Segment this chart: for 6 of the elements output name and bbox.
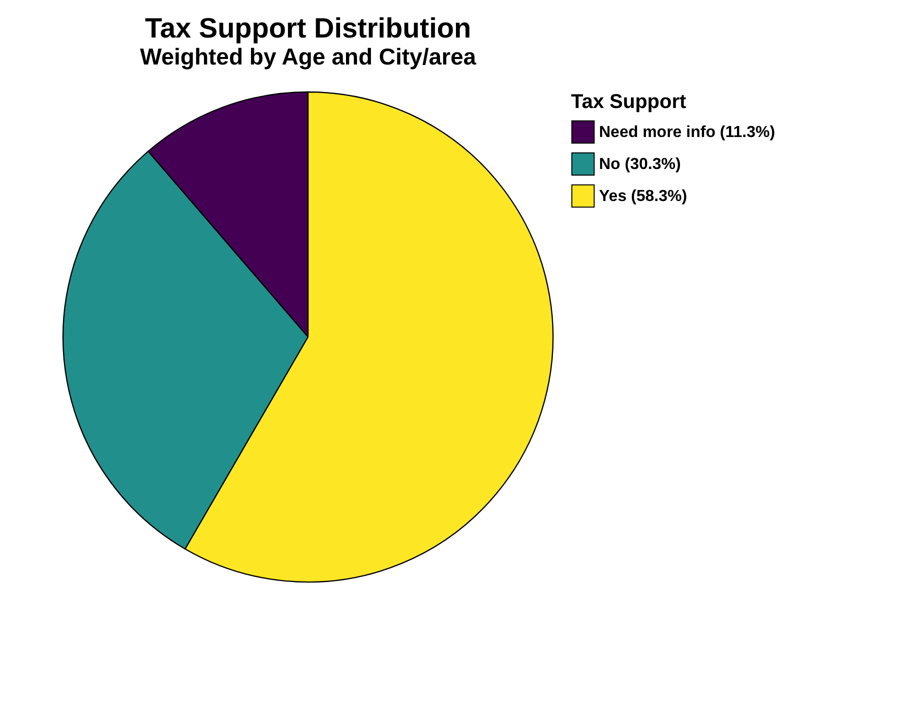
legend-label: Yes (58.3%) <box>599 188 688 205</box>
legend-title: Tax Support <box>571 91 687 113</box>
chart-subtitle: Weighted by Age and City/area <box>140 44 476 70</box>
legend-label: No (30.3%) <box>599 156 681 173</box>
legend-label: Need more info (11.3%) <box>599 124 776 141</box>
chart-title: Tax Support Distribution <box>144 12 472 44</box>
